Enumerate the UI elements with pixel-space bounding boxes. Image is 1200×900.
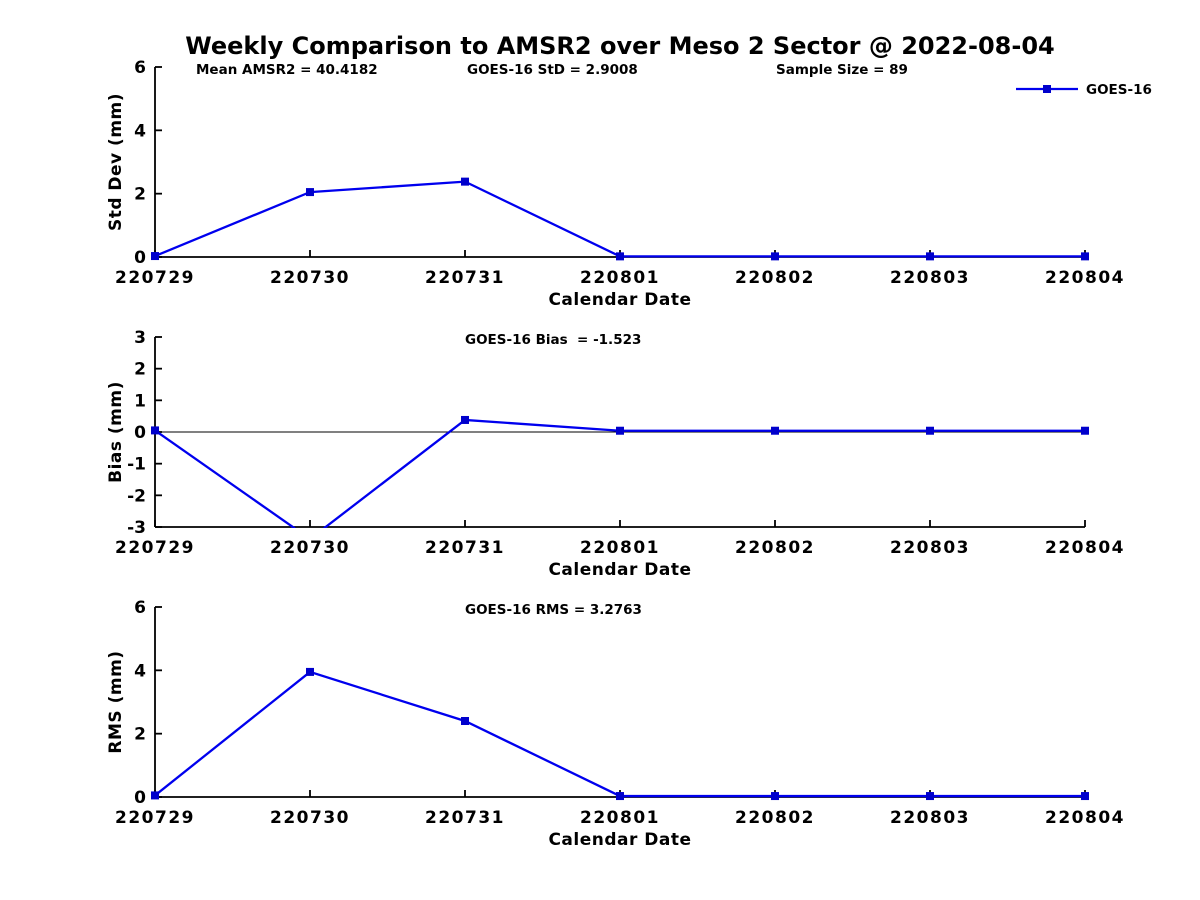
legend-marker [1043, 85, 1051, 93]
bias-y-axis-title: Bias (mm) [106, 381, 126, 483]
std-dev-annotation-0: Mean AMSR2 = 40.4182 [196, 62, 378, 78]
std-dev-series-line [154, 180, 1085, 258]
y-tick-label: 0 [134, 423, 146, 443]
charts-group: 0 2 4 6 220729 220730 220731 220801 220802 220803… [106, 58, 1152, 850]
chart-std-dev: 0 2 4 6 220729 220730 220731 220801 220802 220803… [106, 58, 1152, 310]
std-dev-data-marker [616, 252, 624, 261]
x-tick-label: 220730 [270, 538, 350, 558]
rms-x-axis-title: Calendar Date [548, 830, 691, 850]
x-tick-label: 220803 [890, 808, 970, 828]
y-tick-label: 0 [134, 788, 146, 808]
x-tick-label: 220729 [115, 808, 195, 828]
rms-data-marker [616, 792, 624, 801]
rms-data-marker [461, 717, 469, 725]
bias-data-marker [771, 426, 779, 435]
x-tick-label: 220801 [580, 538, 660, 558]
y-tick-label: -1 [127, 455, 146, 475]
x-tick-label: 220731 [425, 538, 505, 558]
bias-data-marker [616, 426, 624, 435]
x-tick-label: 220731 [425, 808, 505, 828]
rms-data-marker [1081, 792, 1089, 801]
y-tick-label: 3 [134, 328, 146, 348]
bias-data-marker [461, 415, 469, 424]
x-tick-label: 220803 [890, 268, 970, 288]
legend: GOES-16 [1016, 82, 1152, 98]
std-dev-data-marker [771, 252, 779, 261]
std-dev-annotation-2: Sample Size = 89 [776, 62, 908, 78]
x-tick-label: 220730 [270, 268, 350, 288]
y-tick-label: 6 [134, 598, 146, 618]
std-dev-data-marker [461, 177, 469, 186]
x-tick-label: 220804 [1045, 268, 1125, 288]
chart-rms: 0 2 4 6 220729 220730 220731 220801 220802 220803… [106, 598, 1125, 850]
x-tick-label: 220802 [735, 538, 815, 558]
std-dev-data-marker [926, 252, 934, 261]
rms-data-marker [926, 792, 934, 801]
y-tick-label: 2 [134, 360, 146, 380]
y-tick-label: 4 [134, 661, 146, 681]
std-dev-data-marker [151, 252, 159, 261]
rms-data-marker [306, 667, 314, 676]
std-dev-data-marker [1081, 252, 1089, 261]
y-tick-label: 6 [134, 58, 146, 78]
y-tick-label: -2 [127, 486, 146, 506]
std-dev-x-axis-title: Calendar Date [548, 290, 691, 310]
y-tick-label: 0 [134, 248, 146, 268]
x-tick-label: 220729 [115, 538, 195, 558]
std-dev-y-axis-title: Std Dev (mm) [106, 93, 126, 231]
chart-bias: -3 -2 -1 0 1 2 3 220729 220730 220731 220801 220802… [106, 328, 1125, 580]
rms-annotation-0: GOES-16 RMS = 3.2763 [465, 602, 642, 618]
x-tick-label: 220729 [115, 268, 195, 288]
figure-title: Weekly Comparison to AMSR2 over Meso 2 S… [185, 32, 1054, 60]
y-tick-label: 2 [134, 725, 146, 745]
x-tick-label: 220802 [735, 808, 815, 828]
bias-x-axis-title: Calendar Date [548, 560, 691, 580]
x-tick-label: 220804 [1045, 538, 1125, 558]
rms-y-axis-title: RMS (mm) [106, 650, 126, 753]
bias-annotation-0: GOES-16 Bias = -1.523 [465, 332, 641, 348]
x-tick-label: 220802 [735, 268, 815, 288]
y-tick-label: 1 [134, 391, 146, 411]
x-tick-label: 220801 [580, 808, 660, 828]
x-tick-label: 220801 [580, 268, 660, 288]
x-tick-label: 220730 [270, 808, 350, 828]
y-tick-label: 4 [134, 121, 146, 141]
std-dev-data-marker [306, 188, 314, 197]
rms-data-marker [771, 792, 779, 801]
rms-data-marker [151, 791, 159, 800]
bias-data-marker [926, 426, 934, 435]
x-tick-label: 220731 [425, 268, 505, 288]
rms-series-line [154, 670, 1085, 798]
legend-label: GOES-16 [1086, 82, 1152, 98]
bias-data-marker [1081, 426, 1089, 435]
y-tick-label: 2 [134, 185, 146, 205]
std-dev-annotation-1: GOES-16 StD = 2.9008 [467, 62, 638, 78]
y-tick-label: -3 [127, 518, 146, 538]
x-tick-label: 220803 [890, 538, 970, 558]
x-tick-label: 220804 [1045, 808, 1125, 828]
bias-data-marker [151, 426, 159, 435]
